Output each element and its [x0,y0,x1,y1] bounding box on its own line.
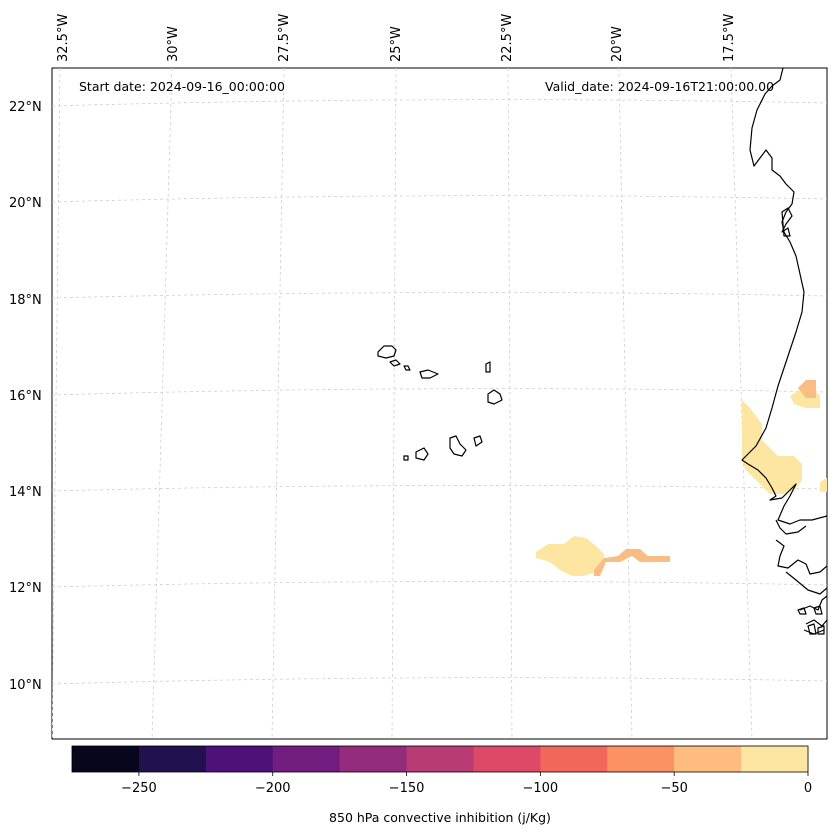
colorbar-tick-label: 0 [804,781,812,796]
parallel-22n [52,99,827,107]
santo-antao-island [377,345,397,359]
colorbar-tick-label: −100 [523,781,559,796]
map-frame [51,67,828,740]
colorbar-bin-7 [540,746,608,772]
cin-region-ocean-light [536,536,604,576]
fogo-island [415,447,429,461]
meridian-17-5w [730,68,753,739]
lat-label-16n: 16°N [9,389,42,404]
colorbar-bin-5 [406,746,474,772]
maio-island [473,435,483,447]
coastline-rivers-south [775,519,827,635]
coastlines [377,68,827,635]
coastal-islets-north [781,207,793,237]
meridian-27-5w [271,68,285,739]
colorbar-bin-2 [205,746,274,772]
parallel-16n [52,388,827,396]
colorbar-bin-1 [138,746,207,772]
lat-label-10n: 10°N [9,678,42,693]
santiago-island [449,435,467,457]
gridlines [52,68,827,739]
parallel-18n [52,292,827,299]
cin-field [536,380,827,576]
colorbar-tick-label: −200 [255,781,291,796]
colorbar-label: 850 hPa convective inhibition (j/Kg) [329,810,551,825]
colorbar-bin-6 [473,746,541,772]
colorbar: −250 −200 −150 −100 −50 0 850 hPa convective … [71,745,812,825]
lon-label-27-5w: 27.5°W [277,14,292,62]
colorbar-ticks: −250 −200 −150 −100 −50 0 [121,772,812,796]
cin-region-ocean-medium [594,549,670,576]
colorbar-tick-label: −150 [389,781,425,796]
bissagos-islands [797,605,825,635]
valid-date-label: Valid_date: 2024-09-16T21:00:00.00 [545,79,774,94]
boa-vista-island [487,389,503,405]
parallel-10n [52,677,827,685]
colorbar-tick-label: −50 [660,781,687,796]
lon-label-25w: 25°W [389,26,404,62]
cin-region-coast-light [742,400,802,494]
colorbar-bin-4 [339,746,408,772]
lat-label-22n: 22°N [9,100,42,115]
colorbar-bin-10 [741,746,809,772]
lat-label-12n: 12°N [9,581,42,596]
colorbar-bins [72,746,809,772]
cin-region-edge-light [820,478,827,492]
parallel-14n [52,485,827,492]
colorbar-bin-9 [674,746,742,772]
lon-label-22-5w: 22.5°W [500,14,515,62]
sao-vicente-island [389,359,401,367]
meridian-22-5w [507,68,513,739]
start-date-label: Start date: 2024-09-16_00:00:00 [79,79,285,94]
sal-island [485,361,491,373]
lat-label-18n: 18°N [9,293,42,308]
meridian-20w [618,68,633,739]
latitude-labels: 22°N 20°N 18°N 16°N 14°N 12°N 10°N [9,100,42,693]
parallel-20n [52,195,827,203]
lon-label-20w: 20°W [610,26,625,62]
parallel-12n [52,581,827,588]
colorbar-bin-8 [607,746,675,772]
colorbar-bin-0 [72,746,140,772]
lon-label-17-5w: 17.5°W [722,14,737,62]
cin-region-north-medium [798,380,816,398]
map-area: Start date: 2024-09-16_00:00:00 Valid_da… [52,68,827,739]
colorbar-outline [71,745,809,773]
colorbar-tick-label: −250 [121,781,157,796]
lat-label-14n: 14°N [9,485,42,500]
lat-label-20n: 20°N [9,196,42,211]
brava-island [403,455,409,461]
sao-nicolau-island [419,369,439,379]
colorbar-bin-3 [272,746,341,772]
lon-label-30w: 30°W [166,26,181,62]
meridian-30w [151,68,173,739]
meridian-32-5w [52,68,61,739]
west-africa-coastline [741,68,827,525]
meridian-25w [391,68,397,739]
santa-luzia-island [403,365,411,371]
longitude-labels: 32.5°W 30°W 27.5°W 25°W 22.5°W 20°W 17.5… [56,14,737,62]
lon-label-32-5w: 32.5°W [56,14,71,62]
